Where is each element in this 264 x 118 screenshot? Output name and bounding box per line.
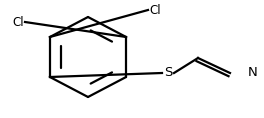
Text: S: S — [164, 67, 172, 80]
Text: Cl: Cl — [149, 4, 161, 17]
Text: N: N — [248, 67, 258, 80]
Text: Cl: Cl — [12, 15, 24, 29]
